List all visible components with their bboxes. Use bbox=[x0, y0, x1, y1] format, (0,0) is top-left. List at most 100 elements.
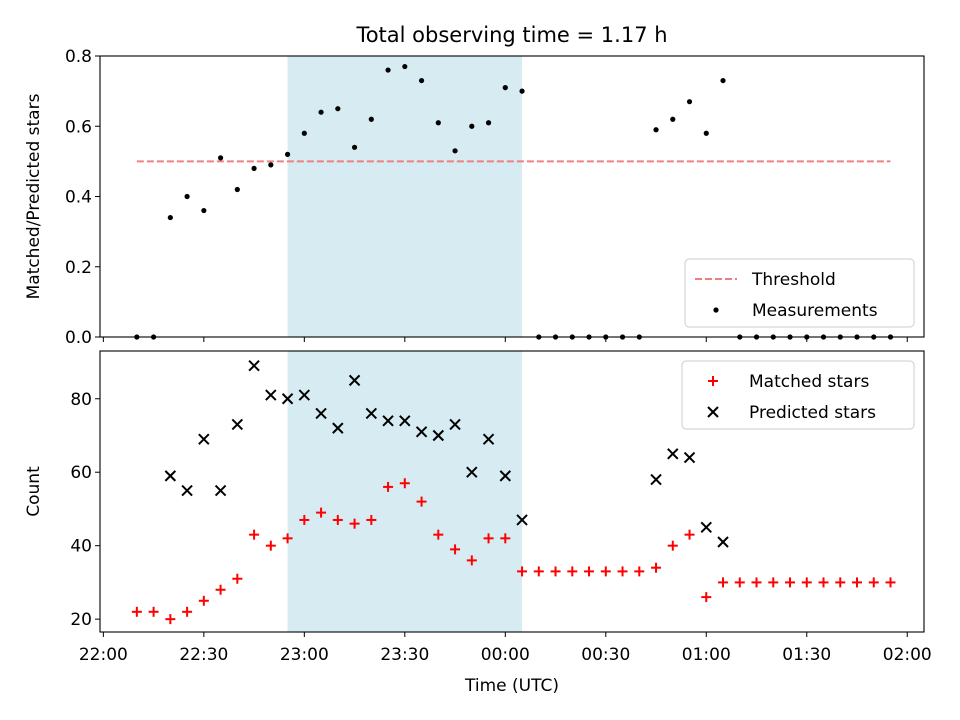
y-tick-label: 0.4 bbox=[65, 188, 92, 208]
data-point bbox=[399, 478, 410, 489]
legend-entry: Measurements bbox=[713, 301, 878, 321]
x-stroke-b bbox=[432, 429, 445, 442]
data-point bbox=[217, 155, 224, 161]
data-point bbox=[751, 577, 762, 588]
data-point bbox=[248, 359, 260, 372]
data-point bbox=[734, 577, 745, 588]
data-point bbox=[281, 393, 294, 405]
data-point bbox=[449, 418, 461, 431]
x-stroke-b bbox=[382, 415, 394, 427]
data-point bbox=[785, 577, 796, 588]
data-point bbox=[667, 448, 679, 460]
data-point bbox=[402, 63, 408, 70]
x-tick-label: 00:00 bbox=[481, 645, 530, 665]
data-point bbox=[517, 566, 528, 577]
data-point bbox=[382, 415, 394, 427]
data-point bbox=[818, 577, 829, 588]
data-point bbox=[385, 67, 391, 73]
x-stroke-b bbox=[700, 521, 712, 534]
data-point bbox=[703, 130, 709, 136]
data-point bbox=[550, 566, 561, 577]
data-point bbox=[214, 484, 227, 497]
data-point bbox=[318, 109, 324, 115]
top-panel: 0.0 0.2 0.4 0.6 0.8 Matched/Predicted stars To… bbox=[24, 23, 925, 348]
x-stroke-b bbox=[198, 433, 210, 445]
data-point bbox=[399, 415, 411, 427]
data-point bbox=[435, 120, 441, 126]
data-point bbox=[651, 562, 662, 573]
data-point bbox=[418, 77, 425, 84]
data-point bbox=[299, 514, 310, 525]
data-point bbox=[184, 193, 190, 200]
data-point bbox=[516, 514, 528, 526]
data-point bbox=[165, 614, 176, 625]
data-point bbox=[500, 533, 511, 544]
data-point bbox=[450, 544, 461, 555]
data-point bbox=[335, 106, 341, 112]
data-point bbox=[368, 116, 374, 122]
x-stroke-b bbox=[231, 418, 244, 431]
data-point bbox=[315, 407, 327, 420]
data-point bbox=[519, 88, 525, 94]
x-stroke-b bbox=[482, 433, 495, 445]
data-point bbox=[282, 533, 293, 544]
data-point bbox=[717, 536, 729, 548]
x-stroke-b bbox=[466, 466, 478, 478]
legend-box bbox=[681, 360, 915, 430]
x-stroke-b bbox=[516, 514, 528, 526]
x-stroke-b bbox=[214, 484, 227, 497]
data-point bbox=[416, 496, 427, 507]
data-point bbox=[249, 529, 260, 540]
y-tick-label: 20 bbox=[70, 610, 92, 630]
x-tick-label: 01:30 bbox=[782, 645, 831, 665]
x-tick-label: 23:30 bbox=[380, 645, 429, 665]
data-point bbox=[852, 577, 863, 588]
data-point bbox=[567, 566, 578, 577]
data-point bbox=[684, 529, 695, 540]
x-stroke-b bbox=[265, 389, 277, 401]
legend-swatch bbox=[713, 307, 719, 313]
data-point bbox=[670, 116, 676, 122]
shaded-interval bbox=[287, 56, 523, 337]
series-matched-stars bbox=[131, 478, 896, 625]
data-point bbox=[215, 584, 226, 595]
y-tick-label: 0.8 bbox=[65, 47, 92, 67]
data-point bbox=[533, 566, 544, 577]
legend-label: Measurements bbox=[752, 301, 878, 321]
data-point bbox=[251, 165, 257, 171]
data-point bbox=[332, 422, 344, 434]
data-point bbox=[349, 518, 360, 529]
chart-title: Total observing time = 1.17 h bbox=[355, 23, 667, 47]
x-stroke-b bbox=[415, 426, 428, 438]
y-tick-label: 80 bbox=[70, 390, 92, 410]
x-tick-label: 00:30 bbox=[581, 645, 630, 665]
x-axis-label: Time (UTC) bbox=[464, 676, 559, 696]
y-axis-label: Matched/Predicted stars bbox=[24, 93, 44, 299]
data-point bbox=[181, 484, 193, 497]
data-point bbox=[720, 77, 726, 84]
data-point bbox=[801, 577, 812, 588]
data-point bbox=[768, 577, 779, 588]
legend-swatch bbox=[707, 406, 719, 418]
data-point bbox=[718, 577, 729, 588]
data-point bbox=[301, 130, 307, 136]
data-point bbox=[868, 577, 879, 588]
series-predicted-stars bbox=[164, 359, 729, 548]
y-tick-label: 0.2 bbox=[65, 258, 92, 278]
legend-entry: Predicted stars bbox=[707, 403, 876, 423]
data-point bbox=[835, 577, 846, 588]
legend-entry: Threshold bbox=[695, 270, 836, 290]
y-tick-label: 0.0 bbox=[65, 328, 92, 348]
x-stroke-b bbox=[717, 536, 729, 548]
x-tick-label: 02:00 bbox=[883, 645, 932, 665]
data-point bbox=[201, 207, 207, 214]
data-point bbox=[634, 566, 645, 577]
data-point bbox=[265, 540, 276, 551]
data-point bbox=[232, 573, 243, 584]
data-point bbox=[452, 148, 458, 154]
x-stroke-b bbox=[365, 407, 378, 420]
data-point bbox=[885, 577, 896, 588]
data-point bbox=[482, 433, 495, 445]
data-point bbox=[131, 606, 142, 617]
x-stroke-b bbox=[449, 418, 461, 431]
